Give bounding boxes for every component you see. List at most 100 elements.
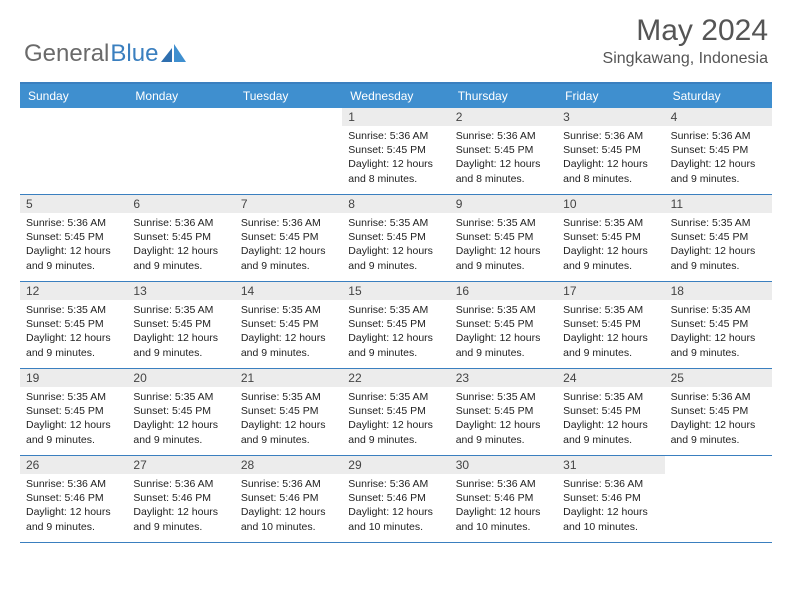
sunset-text: Sunset: 5:45 PM xyxy=(671,230,766,244)
day-cell: 11Sunrise: 5:35 AMSunset: 5:45 PMDayligh… xyxy=(665,195,772,281)
day-number: 30 xyxy=(450,456,557,474)
day-cell: 22Sunrise: 5:35 AMSunset: 5:45 PMDayligh… xyxy=(342,369,449,455)
sunrise-text: Sunrise: 5:35 AM xyxy=(348,216,443,230)
day-header: Sunday xyxy=(20,84,127,108)
sunrise-text: Sunrise: 5:35 AM xyxy=(26,303,121,317)
sunrise-text: Sunrise: 5:35 AM xyxy=(456,303,551,317)
day-cell: 27 Sunrise: 5:36 AMSunset: 5:46 PMDayligh… xyxy=(127,456,234,542)
sunrise-text: Sunrise: 5:36 AM xyxy=(456,477,551,491)
day-cell: 16 Sunrise: 5:35 AMSunset: 5:45 PMDayligh… xyxy=(450,282,557,368)
day-info: Sunrise: 5:35 AMSunset: 5:45 PMDaylight:… xyxy=(456,303,551,360)
daylight-text: Daylight: 12 hours and 10 minutes. xyxy=(456,505,551,533)
day-info: Sunrise: 5:35 AMSunset: 5:45 PMDaylight:… xyxy=(671,303,766,360)
daylight-text: Daylight: 12 hours and 9 minutes. xyxy=(26,418,121,446)
weeks-container: 1Sunrise: 5:36 AMSunset: 5:45 PMDaylight… xyxy=(20,108,772,543)
day-number: 20 xyxy=(127,369,234,387)
daylight-text: Daylight: 12 hours and 9 minutes. xyxy=(456,331,551,359)
daylight-text: Daylight: 12 hours and 8 minutes. xyxy=(456,157,551,185)
calendar: Sunday Monday Tuesday Wednesday Thursday… xyxy=(20,82,772,543)
sunset-text: Sunset: 5:45 PM xyxy=(26,317,121,331)
day-number: 27 xyxy=(127,456,234,474)
sunrise-text: Sunrise: 5:35 AM xyxy=(671,216,766,230)
sunrise-text: Sunrise: 5:36 AM xyxy=(671,390,766,404)
day-info: Sunrise: 5:36 AMSunset: 5:45 PMDaylight:… xyxy=(671,390,766,447)
day-info: Sunrise: 5:35 AMSunset: 5:45 PMDaylight:… xyxy=(133,390,228,447)
day-cell: 3Sunrise: 5:36 AMSunset: 5:45 PMDaylight… xyxy=(557,108,664,194)
day-info: Sunrise: 5:36 AMSunset: 5:45 PMDaylight:… xyxy=(26,216,121,273)
sunset-text: Sunset: 5:46 PM xyxy=(563,491,658,505)
logo-sail-icon xyxy=(161,44,187,64)
day-info: Sunrise: 5:35 AMSunset: 5:45 PMDaylight:… xyxy=(26,303,121,360)
day-cell: 7Sunrise: 5:36 AMSunset: 5:45 PMDaylight… xyxy=(235,195,342,281)
day-cell: 24Sunrise: 5:35 AMSunset: 5:45 PMDayligh… xyxy=(557,369,664,455)
day-number: 2 xyxy=(450,108,557,126)
sunset-text: Sunset: 5:45 PM xyxy=(348,317,443,331)
sunset-text: Sunset: 5:45 PM xyxy=(671,404,766,418)
sunrise-text: Sunrise: 5:35 AM xyxy=(563,216,658,230)
sunset-text: Sunset: 5:45 PM xyxy=(456,143,551,157)
daylight-text: Daylight: 12 hours and 9 minutes. xyxy=(456,418,551,446)
sunset-text: Sunset: 5:45 PM xyxy=(133,230,228,244)
day-info: Sunrise: 5:36 AMSunset: 5:45 PMDaylight:… xyxy=(241,216,336,273)
day-number: 16 xyxy=(450,282,557,300)
day-cell: 12 Sunrise: 5:35 AMSunset: 5:45 PMDayligh… xyxy=(20,282,127,368)
day-cell: 20 Sunrise: 5:35 AMSunset: 5:45 PMDayligh… xyxy=(127,369,234,455)
day-number: 9 xyxy=(450,195,557,213)
sunrise-text: Sunrise: 5:36 AM xyxy=(456,129,551,143)
sunrise-text: Sunrise: 5:36 AM xyxy=(348,477,443,491)
daylight-text: Daylight: 12 hours and 9 minutes. xyxy=(671,244,766,272)
daylight-text: Daylight: 12 hours and 9 minutes. xyxy=(241,244,336,272)
day-cell: 4Sunrise: 5:36 AMSunset: 5:45 PMDaylight… xyxy=(665,108,772,194)
sunrise-text: Sunrise: 5:35 AM xyxy=(241,303,336,317)
day-number: 25 xyxy=(665,369,772,387)
day-number: 13 xyxy=(127,282,234,300)
sunset-text: Sunset: 5:45 PM xyxy=(133,404,228,418)
sunrise-text: Sunrise: 5:35 AM xyxy=(563,390,658,404)
daylight-text: Daylight: 12 hours and 8 minutes. xyxy=(563,157,658,185)
day-header: Tuesday xyxy=(235,84,342,108)
day-info: Sunrise: 5:35 AMSunset: 5:45 PMDaylight:… xyxy=(671,216,766,273)
day-number: 17 xyxy=(557,282,664,300)
day-info: Sunrise: 5:36 AMSunset: 5:46 PMDaylight:… xyxy=(133,477,228,534)
sunrise-text: Sunrise: 5:36 AM xyxy=(241,216,336,230)
week-row: 5Sunrise: 5:36 AMSunset: 5:45 PMDaylight… xyxy=(20,195,772,282)
sunrise-text: Sunrise: 5:35 AM xyxy=(348,303,443,317)
day-info: Sunrise: 5:36 AMSunset: 5:46 PMDaylight:… xyxy=(348,477,443,534)
day-cell: 31 Sunrise: 5:36 AMSunset: 5:46 PMDayligh… xyxy=(557,456,664,542)
day-number: 21 xyxy=(235,369,342,387)
day-cell xyxy=(235,108,342,194)
day-cell: 25 Sunrise: 5:36 AMSunset: 5:45 PMDayligh… xyxy=(665,369,772,455)
sunrise-text: Sunrise: 5:35 AM xyxy=(563,303,658,317)
sunrise-text: Sunrise: 5:35 AM xyxy=(671,303,766,317)
sunrise-text: Sunrise: 5:35 AM xyxy=(26,390,121,404)
day-cell: 10Sunrise: 5:35 AMSunset: 5:45 PMDayligh… xyxy=(557,195,664,281)
day-cell: 2 Sunrise: 5:36 AMSunset: 5:45 PMDaylight… xyxy=(450,108,557,194)
day-info: Sunrise: 5:36 AMSunset: 5:45 PMDaylight:… xyxy=(133,216,228,273)
sunset-text: Sunset: 5:45 PM xyxy=(348,404,443,418)
sunset-text: Sunset: 5:45 PM xyxy=(26,404,121,418)
daylight-text: Daylight: 12 hours and 9 minutes. xyxy=(671,157,766,185)
daylight-text: Daylight: 12 hours and 9 minutes. xyxy=(133,505,228,533)
day-number: 12 xyxy=(20,282,127,300)
sunset-text: Sunset: 5:45 PM xyxy=(348,143,443,157)
logo-word-1: General xyxy=(24,40,109,68)
day-cell: 1Sunrise: 5:36 AMSunset: 5:45 PMDaylight… xyxy=(342,108,449,194)
daylight-text: Daylight: 12 hours and 9 minutes. xyxy=(133,418,228,446)
day-number: 31 xyxy=(557,456,664,474)
day-info: Sunrise: 5:35 AMSunset: 5:45 PMDaylight:… xyxy=(348,390,443,447)
day-cell: 30Sunrise: 5:36 AMSunset: 5:46 PMDayligh… xyxy=(450,456,557,542)
sunrise-text: Sunrise: 5:36 AM xyxy=(133,477,228,491)
day-info: Sunrise: 5:36 AMSunset: 5:45 PMDaylight:… xyxy=(348,129,443,186)
daylight-text: Daylight: 12 hours and 9 minutes. xyxy=(348,331,443,359)
day-cell: 23Sunrise: 5:35 AMSunset: 5:45 PMDayligh… xyxy=(450,369,557,455)
day-cell: 8Sunrise: 5:35 AMSunset: 5:45 PMDaylight… xyxy=(342,195,449,281)
sunset-text: Sunset: 5:46 PM xyxy=(348,491,443,505)
day-cell: 17Sunrise: 5:35 AMSunset: 5:45 PMDayligh… xyxy=(557,282,664,368)
daylight-text: Daylight: 12 hours and 10 minutes. xyxy=(241,505,336,533)
sunrise-text: Sunrise: 5:36 AM xyxy=(563,477,658,491)
day-header: Thursday xyxy=(450,84,557,108)
sunset-text: Sunset: 5:45 PM xyxy=(563,317,658,331)
daylight-text: Daylight: 12 hours and 10 minutes. xyxy=(563,505,658,533)
day-cell: 13Sunrise: 5:35 AMSunset: 5:45 PMDayligh… xyxy=(127,282,234,368)
day-info: Sunrise: 5:35 AMSunset: 5:45 PMDaylight:… xyxy=(241,390,336,447)
